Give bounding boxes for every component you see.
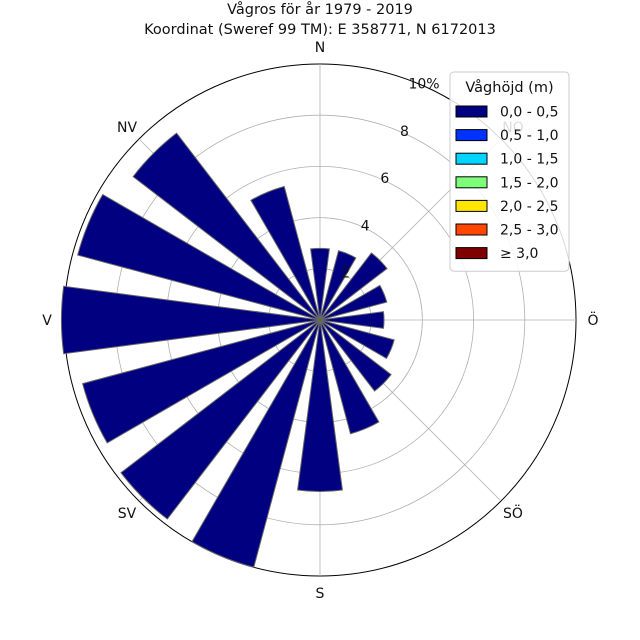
- legend-title: Våghöjd (m): [465, 79, 553, 96]
- legend-swatch-0: [455, 105, 488, 118]
- bar-sector-11: [81, 319, 321, 444]
- legend-swatch-4: [455, 199, 488, 212]
- radial-tick-label-8: 8: [400, 124, 409, 140]
- legend-swatch-6: [455, 247, 488, 260]
- direction-label-o: Ö: [587, 311, 598, 329]
- legend: Våghöjd (m) 0,0 - 0,5 0,5 - 1,0 1,0 - 1,5 1,…: [449, 71, 570, 272]
- radial-tick-labels: 2 4 6 8 10%: [341, 77, 439, 282]
- chart-subtitle: Koordinat (Sweref 99 TM): E 358771, N 61…: [144, 22, 496, 38]
- legend-label-5: 2,5 - 3,0: [500, 223, 558, 239]
- legend-label-3: 1,5 - 2,0: [500, 175, 558, 191]
- legend-swatch-2: [455, 152, 488, 165]
- radial-tick-label-6: 6: [380, 171, 389, 187]
- bar-sector-9: [191, 319, 321, 568]
- legend-label-6: ≥ 3,0: [500, 246, 538, 262]
- bar-sector-13: [77, 193, 321, 321]
- bars: [60, 132, 395, 568]
- bar-sector-10: [120, 319, 321, 520]
- legend-label-1: 0,5 - 1,0: [500, 128, 558, 144]
- direction-label-sv: SV: [118, 506, 137, 522]
- radial-tick-label-10: 10%: [408, 77, 439, 93]
- bar-sector-4: [319, 311, 385, 329]
- bar-sector-5: [319, 319, 395, 360]
- legend-label-0: 0,0 - 0,5: [500, 105, 558, 121]
- legend-swatch-3: [455, 176, 488, 189]
- bar-sector-1: [319, 250, 357, 321]
- legend-label-2: 1,0 - 1,5: [500, 152, 558, 168]
- bar-sector-14: [132, 132, 321, 321]
- bar-sector-12: [60, 285, 321, 355]
- bar-sector-3: [319, 284, 388, 321]
- direction-label-n: N: [315, 40, 325, 56]
- bar-sector-0: [310, 247, 330, 321]
- bar-sector-2: [319, 252, 388, 321]
- radial-tick-label-2: 2: [341, 266, 350, 282]
- legend-box: [449, 71, 570, 272]
- chart-title: Vågros för år 1979 - 2019: [227, 1, 413, 18]
- direction-label-v: V: [42, 313, 52, 329]
- bar-sector-7: [319, 319, 380, 435]
- legend-swatch-5: [455, 223, 488, 236]
- direction-label-nv: NV: [117, 120, 137, 136]
- radial-tick-label-4: 4: [361, 218, 370, 234]
- direction-label-s: S: [316, 586, 325, 602]
- legend-label-4: 2,0 - 2,5: [500, 199, 558, 215]
- bar-sector-6: [319, 319, 392, 392]
- bar-sector-15: [250, 185, 321, 321]
- direction-label-so: SÖ: [503, 504, 523, 522]
- legend-swatch-1: [455, 129, 488, 142]
- bar-sector-8: [297, 319, 343, 492]
